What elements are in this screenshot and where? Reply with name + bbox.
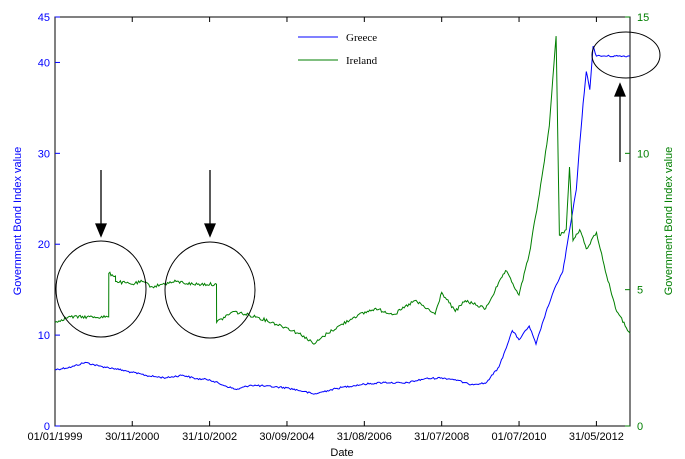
y-left-tick-label: 10 [38, 330, 50, 342]
x-tick-label: 31/10/2002 [182, 431, 237, 443]
y-left-tick-label: 45 [38, 12, 50, 24]
x-tick-label: 31/08/2006 [337, 431, 392, 443]
x-tick-label: 30/11/2000 [105, 431, 159, 443]
y-left-tick-label: 20 [38, 239, 50, 251]
legend-label-greece: Greece [346, 32, 377, 44]
x-tick-labels: 01/01/1999 30/11/2000 31/10/2002 30/09/2004… [27, 431, 623, 443]
x-tick-label: 31/07/2008 [414, 431, 469, 443]
annotation-circle-1 [55, 240, 147, 338]
x-axis-label: Date [330, 447, 353, 459]
y-left-tick-labels: 0 10 20 30 40 45 [38, 12, 50, 433]
y-left-tick-label: 40 [38, 57, 50, 69]
series-line-greece [54, 45, 631, 395]
y-right-tick-labels: 0 5 10 15 [637, 12, 649, 433]
y-axis-label-left: Government Bond Index value [12, 147, 24, 296]
annotations [55, 31, 661, 339]
y-right-tick-label: 0 [637, 421, 643, 433]
y-right-tick-label: 5 [637, 285, 643, 297]
x-tick-label: 31/05/2012 [569, 431, 624, 443]
y-right-tick-label: 10 [637, 148, 649, 160]
annotation-arrows [95, 82, 626, 238]
x-tick-label: 01/07/2010 [492, 431, 547, 443]
y-left-tick-label: 30 [38, 148, 50, 160]
arrow-1-head [95, 223, 107, 238]
annotation-circle-2 [164, 241, 256, 339]
series-layer [54, 36, 631, 395]
y-axis-label-right: Government Bond Index value [663, 147, 675, 296]
x-tick-label: 30/09/2004 [259, 431, 314, 443]
arrow-2-head [204, 223, 216, 238]
y-right-tick-label: 15 [637, 12, 649, 24]
legend: Greece Ireland [298, 32, 378, 67]
series-line-ireland [54, 36, 631, 345]
axis-ticks [54, 16, 630, 427]
annotation-circle-3 [591, 31, 661, 79]
y-left-tick-label: 0 [44, 421, 50, 433]
plot-area-frame [54, 16, 631, 427]
legend-label-ireland: Ireland [346, 55, 378, 67]
arrow-3-head [614, 82, 626, 97]
x-tick-label: 01/01/1999 [27, 431, 82, 443]
